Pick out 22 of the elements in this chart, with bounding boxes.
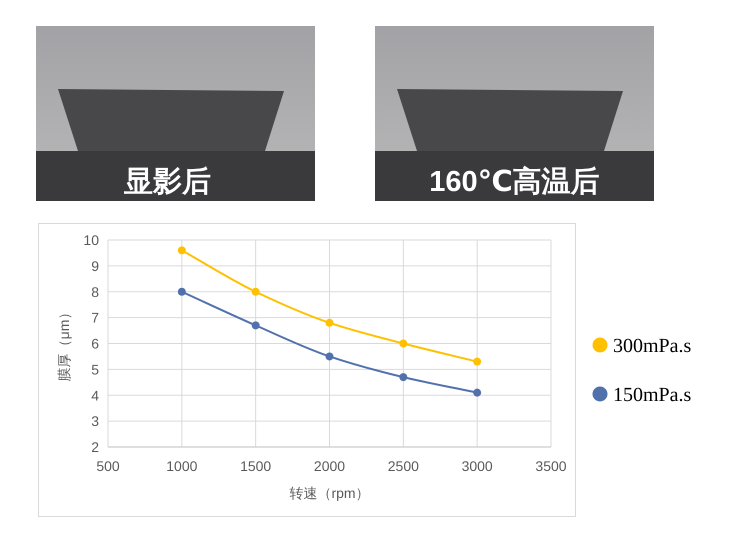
x-axis-title: 转速（rpm） [289,485,370,501]
x-tick-label: 2500 [388,458,420,474]
y-tick-label: 3 [91,413,100,430]
annotation: 160℃高温后 [429,166,600,198]
y-tick-label: 6 [91,336,100,352]
y-tick-label: 8 [91,284,100,300]
y-tick-label: 7 [91,310,100,326]
x-tick-label: 500 [96,458,120,474]
legend-label: 300mPa.s [613,335,692,357]
y-tick-label: 10 [83,232,100,248]
y-tick-label: 2 [91,439,100,455]
x-tick-label: 2000 [314,458,346,474]
y-tick-label: 5 [91,361,100,378]
y-tick-label: 9 [91,258,100,274]
legend-label: 150mPa.s [613,384,692,406]
x-tick-label: 1000 [166,458,198,474]
y-tick-label: 4 [91,387,100,404]
y-axis-title: 膜厚（μm） [56,306,72,382]
annotation: 显影后 [124,166,211,198]
x-tick-label: 3500 [535,458,567,474]
x-tick-label: 1500 [240,458,272,474]
x-tick-label: 3000 [462,458,493,474]
